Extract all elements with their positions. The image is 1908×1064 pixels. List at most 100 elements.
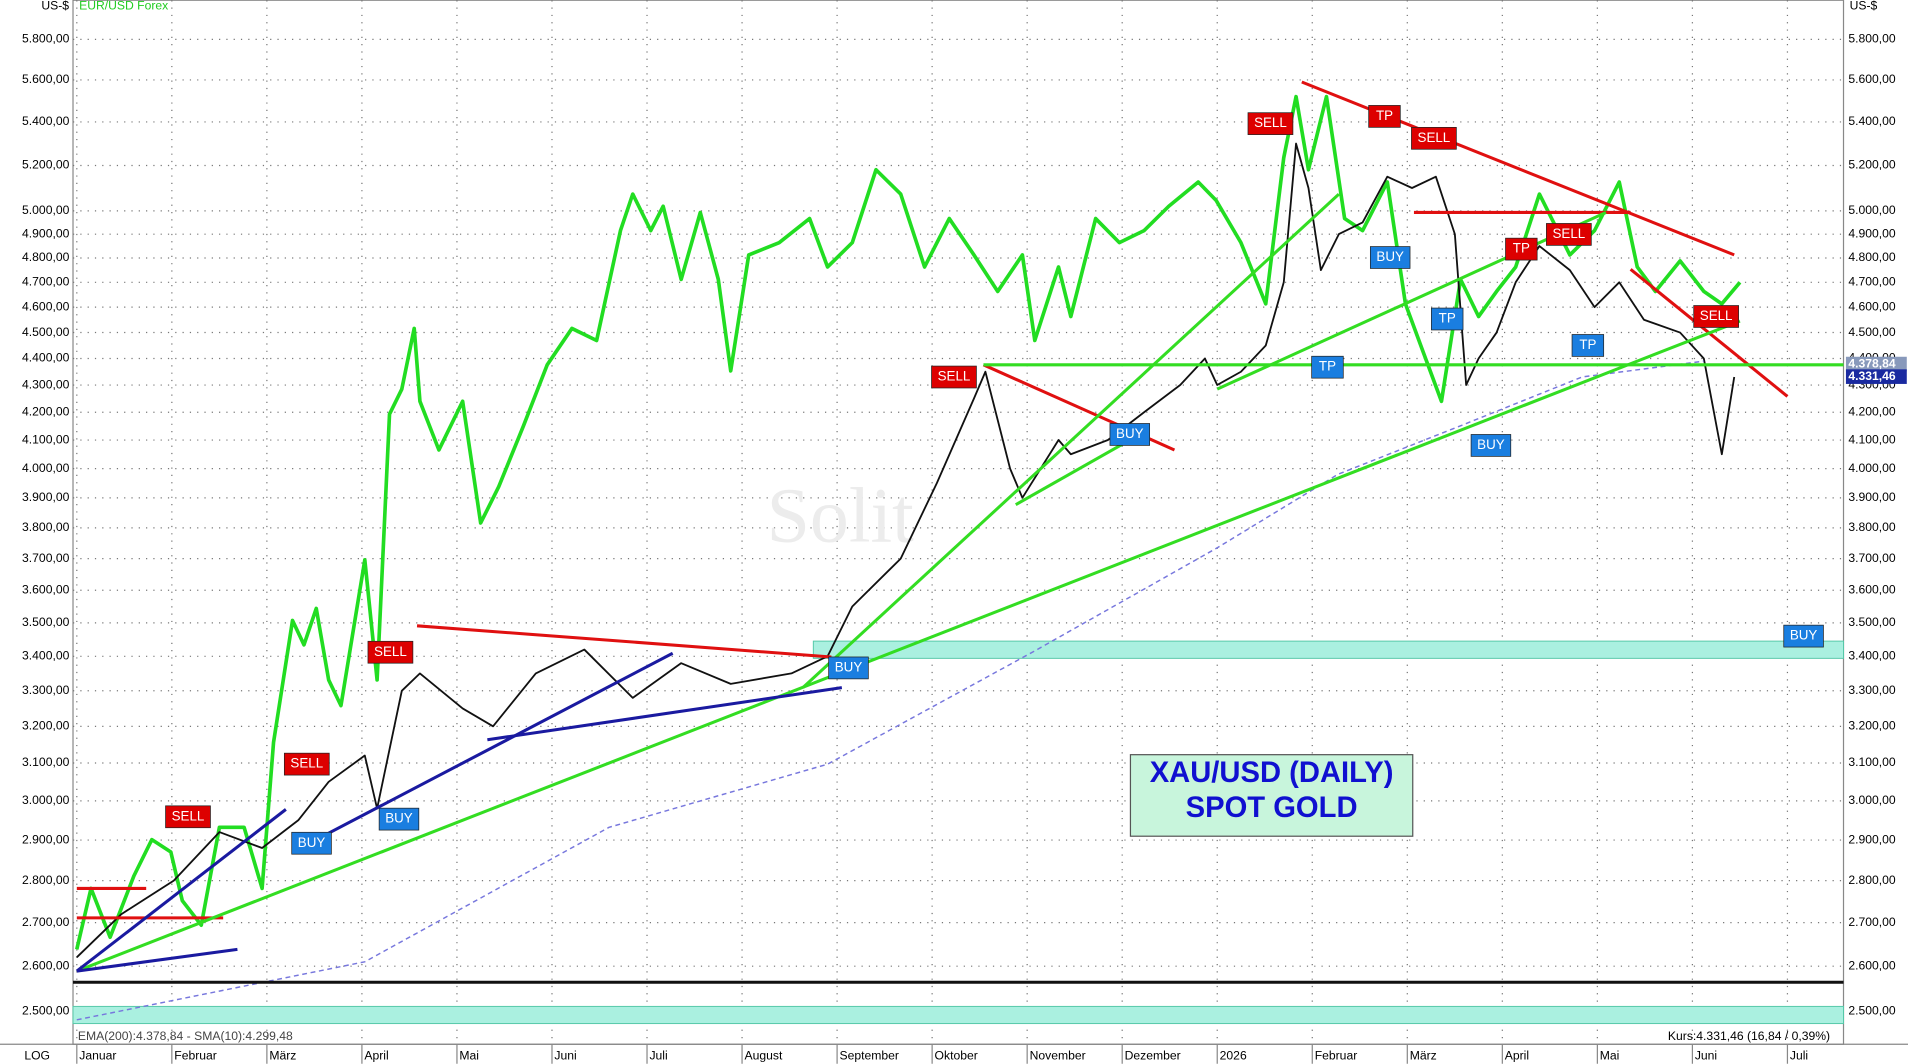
- y-tick-label: 4.600,00: [1848, 299, 1896, 313]
- annotation: BUY: [378, 807, 420, 831]
- price-info: Kurs:4.331,46 (16,84 / 0,39%): [1668, 1029, 1830, 1043]
- annotation: SELL: [283, 752, 330, 776]
- x-tick-label: Juli: [1790, 1049, 1808, 1063]
- y-tick-label: 4.400,00: [22, 351, 70, 365]
- y-tick-label: 5.600,00: [22, 72, 70, 86]
- y-tick-label: 3.400,00: [22, 649, 70, 663]
- y-tick-label: 2.800,00: [1848, 873, 1896, 887]
- annotation: SELL: [1247, 112, 1294, 135]
- y-tick-label: 2.500,00: [22, 1004, 70, 1018]
- title-line: SPOT GOLD: [1186, 792, 1358, 824]
- y-tick-label: 4.100,00: [22, 432, 70, 446]
- watermark: Solit: [767, 472, 914, 558]
- annotation-box: [1470, 434, 1512, 457]
- annotation-label: TP: [1513, 241, 1530, 256]
- x-tick-label: Februar: [174, 1049, 217, 1063]
- annotation-label: TP: [1579, 337, 1596, 352]
- annotation-box: [1368, 105, 1401, 128]
- y-tick-label: 3.700,00: [1848, 551, 1896, 565]
- x-tick-label: Juni: [1695, 1049, 1717, 1063]
- y-tick-label: 4.900,00: [1848, 226, 1896, 240]
- price-tag-label: 4.378,84: [1848, 356, 1896, 370]
- trendline: [291, 651, 674, 854]
- annotation-label: BUY: [1116, 426, 1144, 441]
- x-tick-label: Januar: [79, 1049, 116, 1063]
- annotation-box: [291, 831, 332, 855]
- axes: 2.500,00 2.500,00 2.600,00 2.600,00 2.700,00…: [0, 32, 1908, 1064]
- x-tick-label: November: [1030, 1049, 1086, 1063]
- series-line: [76, 360, 1704, 1021]
- trendlines: [73, 80, 1844, 984]
- annotation-label: SELL: [1418, 130, 1451, 145]
- y-tick-label: 4.500,00: [1848, 325, 1896, 339]
- trendline: [1216, 211, 1607, 391]
- y-tick-label: 4.700,00: [22, 275, 70, 289]
- annotation: TP: [1311, 355, 1344, 379]
- y-tick-label: 3.800,00: [22, 520, 70, 534]
- annotation: TP: [1431, 307, 1464, 331]
- annotation-label: SELL: [172, 808, 205, 823]
- x-tick-label: Juni: [554, 1049, 576, 1063]
- annotation-box: [1411, 126, 1457, 150]
- y-tick-label: 2.500,00: [1848, 1004, 1896, 1018]
- y-tick-label: 2.900,00: [1848, 832, 1896, 846]
- annotation-label: BUY: [298, 835, 326, 850]
- y-tick-label: 4.600,00: [22, 299, 70, 313]
- plot-frame: [72, 0, 1845, 1045]
- scale-label: LOG: [24, 1049, 50, 1063]
- trendline: [487, 686, 843, 742]
- annotation: SELL: [931, 365, 977, 389]
- y-tick-label: 3.600,00: [1848, 583, 1896, 597]
- y-tick-label: 4.200,00: [22, 404, 70, 418]
- x-tick-label: September: [840, 1049, 899, 1063]
- annotation-box: [283, 752, 330, 776]
- annotation-box: [931, 365, 977, 389]
- annotation: SELL: [367, 640, 414, 664]
- price-tag: [1845, 356, 1907, 372]
- annotation: SELL: [1693, 305, 1739, 328]
- y-tick-label: 3.200,00: [22, 719, 70, 733]
- annotation: TP: [1368, 105, 1401, 128]
- annotation: BUY: [1109, 423, 1151, 446]
- price-tag: [1845, 369, 1907, 384]
- annotation-label: TP: [1439, 311, 1456, 326]
- annotation-box: [828, 656, 869, 680]
- annotation-box: [1247, 112, 1294, 135]
- trendline: [801, 192, 1340, 689]
- y-tick-label: 5.200,00: [22, 158, 70, 172]
- x-tick-label: Mai: [459, 1049, 479, 1063]
- y-tick-label: 5.400,00: [1848, 114, 1896, 128]
- y-tick-label: 5.400,00: [22, 114, 70, 128]
- x-tick-label: April: [364, 1049, 388, 1063]
- y-tick-label: 3.700,00: [22, 551, 70, 565]
- y-tick-label: 4.900,00: [22, 226, 70, 240]
- grid: [73, 0, 1844, 1045]
- x-tick-label: Dezember: [1125, 1049, 1181, 1063]
- annotation: SELL: [1411, 126, 1457, 150]
- y-tick-label: 3.500,00: [1848, 615, 1896, 629]
- annotation-label: BUY: [835, 659, 863, 674]
- y-tick-label: 3.900,00: [1848, 490, 1896, 504]
- y-tick-label: 3.600,00: [22, 583, 70, 597]
- y-tick-label: 3.200,00: [1848, 719, 1896, 733]
- y-unit-left: US-$: [41, 0, 69, 13]
- annotation-box: [367, 640, 414, 664]
- indicator-legend: EMA(200):4.378,84 - SMA(10):4.299,48: [78, 1029, 293, 1043]
- y-tick-label: 5.600,00: [1848, 72, 1896, 86]
- annotation-box: [1783, 624, 1824, 648]
- x-tick-label: März: [269, 1049, 296, 1063]
- price-tag-label: 4.331,46: [1848, 369, 1896, 383]
- y-tick-label: 5.800,00: [1848, 32, 1896, 46]
- y-tick-label: 2.800,00: [22, 873, 70, 887]
- annotation-box: [1546, 223, 1592, 246]
- title-line: XAU/USD (DAILY): [1150, 757, 1394, 789]
- annotation-label: SELL: [1552, 226, 1585, 241]
- y-tick-label: 2.600,00: [22, 958, 70, 972]
- trendline: [416, 624, 832, 659]
- y-tick-label: 4.700,00: [1848, 275, 1896, 289]
- trendline: [75, 808, 287, 973]
- annotation: BUY: [291, 831, 332, 855]
- y-tick-label: 3.800,00: [1848, 520, 1896, 534]
